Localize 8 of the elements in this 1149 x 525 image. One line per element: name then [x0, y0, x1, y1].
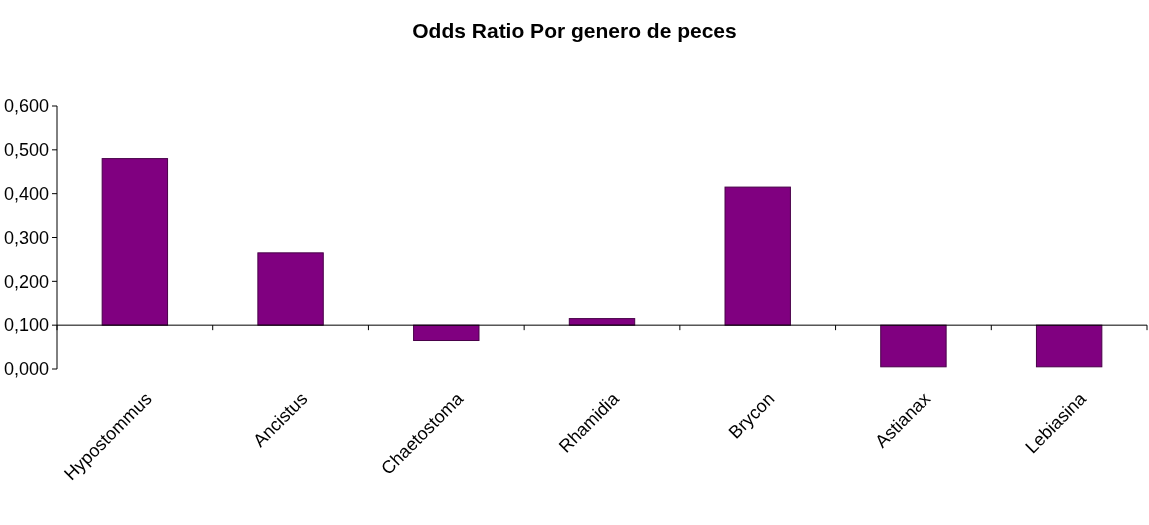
- chart-title: Odds Ratio Por genero de peces: [412, 19, 737, 42]
- y-tick-label: 0,200: [3, 271, 49, 292]
- y-tick-label: 0,100: [3, 315, 49, 336]
- y-tick-label: 0,500: [3, 140, 49, 161]
- y-tick-label: 0,600: [3, 96, 49, 117]
- y-tick-label: 0,000: [3, 359, 49, 380]
- y-tick-label: 0,300: [3, 227, 49, 248]
- y-tick-label: 0,400: [3, 183, 49, 204]
